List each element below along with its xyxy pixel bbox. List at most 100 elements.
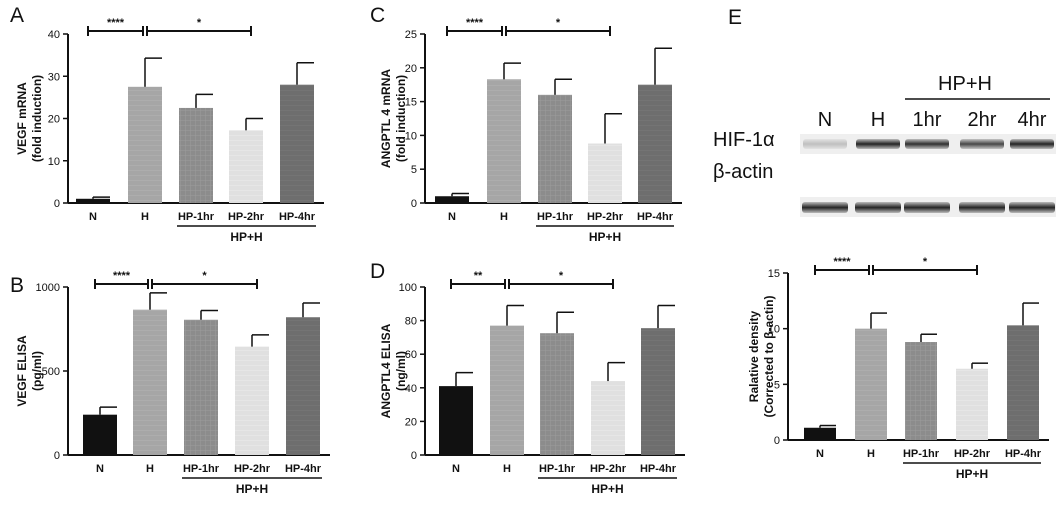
category-label-h: H	[503, 463, 511, 475]
category-label-hp-1hr: HP-1hr	[537, 211, 574, 223]
blot-row-label-hif: HIF-1α	[713, 129, 775, 151]
y-axis-label: (Corrected to β-actin)	[762, 295, 776, 417]
category-label-hp-4hr: HP-4hr	[637, 211, 674, 223]
y-tick-label: 40	[48, 29, 60, 41]
panel-letter-a: A	[10, 4, 24, 27]
bar-n	[435, 196, 469, 203]
hif-band	[803, 139, 847, 149]
category-label-n: N	[448, 211, 456, 223]
y-tick-label: 80	[405, 316, 417, 328]
y-tick-label: 25	[405, 29, 417, 41]
bar-n	[804, 427, 836, 440]
bar-hp-4hr	[280, 84, 314, 203]
y-tick-label: 500	[42, 366, 60, 378]
bar-hp-1hr	[540, 333, 574, 455]
bar-hp-1hr	[179, 107, 213, 203]
y-tick-label: 10	[405, 130, 417, 142]
category-label-hp-1hr: HP-1hr	[539, 463, 576, 475]
category-label-h: H	[867, 448, 875, 460]
y-tick-label: 5	[774, 379, 780, 391]
category-label-hp-4hr: HP-4hr	[1005, 448, 1042, 460]
y-tick-label: 15	[405, 97, 417, 109]
category-label-hp-1hr: HP-1hr	[178, 211, 215, 223]
category-label-hp-4hr: HP-4hr	[285, 463, 322, 475]
y-axis-label: (ng/ml)	[394, 351, 408, 391]
bar-hp-2hr	[235, 346, 269, 455]
category-label-hp-2hr: HP-2hr	[228, 211, 265, 223]
bar-n	[76, 198, 110, 203]
group-label: HP+H	[236, 482, 268, 496]
significance-label: *	[197, 17, 202, 29]
category-label-h: H	[141, 211, 149, 223]
y-tick-label: 15	[768, 268, 780, 280]
y-tick-label: 5	[411, 164, 417, 176]
actin-band	[959, 202, 1005, 213]
bar-h	[128, 86, 162, 203]
hif-band	[856, 139, 900, 149]
bar-hp-4hr	[638, 84, 672, 203]
bar-hp-4hr	[1007, 325, 1039, 440]
blot-row-label-actin: β-actin	[713, 161, 773, 183]
y-tick-label: 100	[399, 282, 417, 294]
group-label: HP+H	[591, 482, 623, 496]
chart-e: 0 5 10 15 Ralative density (Corrected to β-ac…	[747, 256, 1049, 481]
group-label: HP+H	[956, 467, 988, 481]
bar-hp-1hr	[538, 94, 572, 203]
significance-label: ****	[466, 17, 484, 29]
y-tick-label: 0	[411, 450, 417, 462]
western-blot: E HP+H N H 1hr 2hr 4hr HIF-1α β-actin	[713, 6, 1056, 217]
bar-hp-2hr	[588, 143, 622, 203]
blot-lane-label: H	[871, 109, 885, 131]
group-label: HP+H	[589, 230, 621, 244]
category-label-hp-2hr: HP-2hr	[954, 448, 991, 460]
bar-h	[133, 309, 167, 455]
significance-label: ****	[113, 270, 131, 282]
bar-hp-1hr	[905, 342, 937, 440]
blot-lane-label: N	[818, 109, 832, 131]
y-tick-label: 10	[768, 324, 780, 336]
blot-lane-label: 4hr	[1018, 109, 1047, 131]
y-axis-label: (fold induction)	[30, 75, 44, 162]
bar-n	[439, 386, 473, 455]
chart-a: A 0 10 20 30 40 VEGF mRNA (fold induction) N H HP-…	[10, 4, 324, 244]
bar-h	[490, 325, 524, 455]
category-label-n: N	[96, 463, 104, 475]
category-label-hp-1hr: HP-1hr	[903, 448, 940, 460]
significance-label: *	[923, 256, 928, 268]
category-label-hp-4hr: HP-4hr	[279, 211, 316, 223]
y-tick-label: 0	[411, 198, 417, 210]
category-label-n: N	[452, 463, 460, 475]
significance-label: *	[202, 270, 207, 282]
significance-label: ****	[833, 256, 851, 268]
y-axis-label: (pg/ml)	[30, 351, 44, 391]
y-tick-label: 20	[405, 63, 417, 75]
y-tick-label: 60	[405, 349, 417, 361]
category-label-hp-1hr: HP-1hr	[183, 463, 220, 475]
actin-band	[1009, 202, 1055, 213]
category-label-hp-2hr: HP-2hr	[587, 211, 624, 223]
y-axis-label: (fold induction)	[394, 75, 408, 162]
y-tick-label: 0	[54, 198, 60, 210]
panel-letter-b: B	[10, 274, 24, 297]
y-axis-label: ANGPTL4 ELISA	[379, 323, 393, 418]
category-label-n: N	[89, 211, 97, 223]
panel-letter-d: D	[370, 260, 385, 283]
y-tick-label: 10	[48, 156, 60, 168]
y-axis-label: Ralative density	[747, 310, 761, 402]
panel-letter-e: E	[728, 6, 742, 29]
y-tick-label: 20	[48, 114, 60, 126]
y-tick-label: 1000	[36, 282, 60, 294]
significance-label: **	[474, 270, 483, 282]
significance-label: ****	[107, 17, 125, 29]
category-label-hp-2hr: HP-2hr	[234, 463, 271, 475]
y-axis-label: ANGPTL 4 mRNA	[379, 69, 393, 168]
blot-lane-label: 1hr	[913, 109, 942, 131]
panel-letter-c: C	[370, 4, 385, 27]
chart-c: C 0 5 10 15 20 25 ANGPTL 4 mRNA (fold induction)…	[370, 4, 682, 244]
bar-hp-4hr	[286, 317, 320, 455]
chart-b: B 0 500 1000 VEGF ELISA (pg/ml) N H HP-1hr HP-2hr…	[10, 270, 330, 496]
bar-hp-2hr	[591, 381, 625, 455]
y-tick-label: 20	[405, 416, 417, 428]
